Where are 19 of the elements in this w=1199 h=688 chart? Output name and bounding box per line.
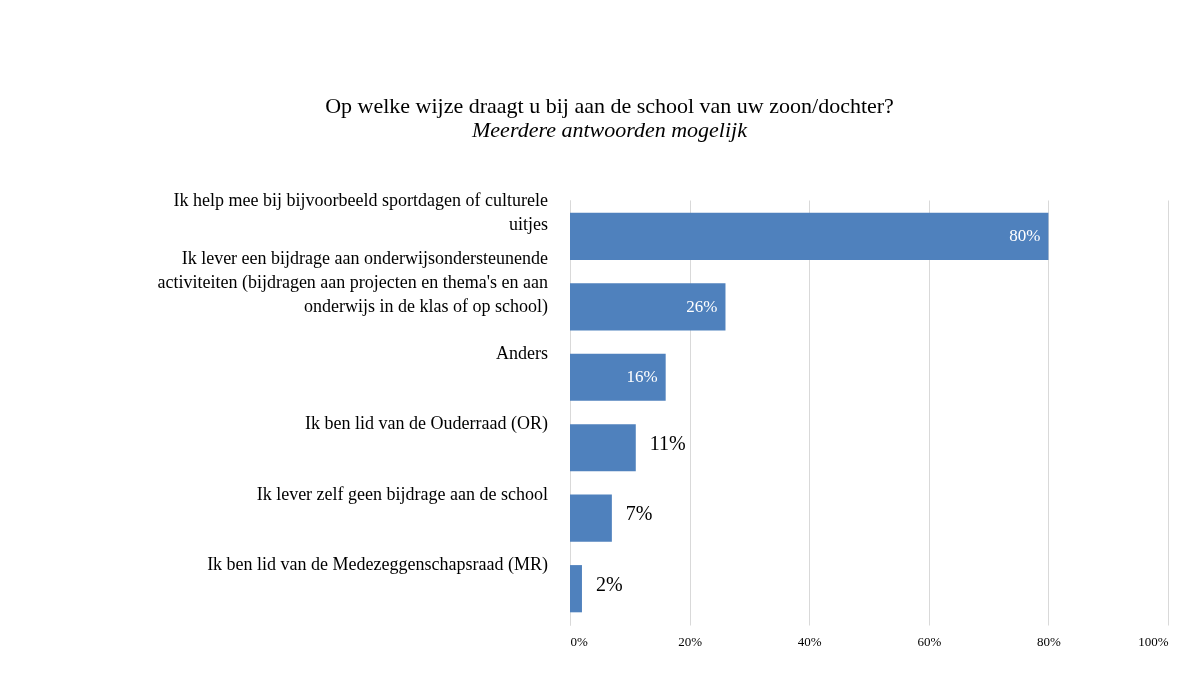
data-label: 7% — [625, 502, 653, 525]
data-label: 2% — [595, 572, 623, 595]
y-tick-label: Ik ben lid van de Ouderraad (OR) — [305, 413, 548, 435]
y-tick-label: Anders — [496, 342, 548, 363]
y-tick-label: Ik lever een bijdrage aan onderwijsondersteunende activiteiten (bijdragen aan projecten en thema's en aan onderwijs in de klas of op school) — [157, 248, 548, 318]
y-tick-label: Ik ben lid van de Medezeggenschapsraad (MR) — [207, 554, 549, 576]
x-tick-label: 0% — [570, 633, 588, 649]
x-tick-label: 40% — [797, 633, 822, 649]
x-tick-label: 80% — [1036, 633, 1061, 649]
y-tick-label: Ik lever zelf geen bijdrage aan de school — [256, 483, 548, 504]
data-label: 11% — [649, 431, 686, 454]
x-tick-label: 60% — [917, 633, 942, 649]
chart-title: Op welke wijze draagt u bij aan de school van uw zoon/dochter? — [325, 92, 894, 118]
y-tick-label: Ik help mee bij bijvoorbeeld sportdagen of culturele uitjes — [173, 189, 548, 234]
data-label: 16% — [626, 367, 658, 387]
x-tick-label: 100% — [1138, 633, 1169, 649]
data-label: 26% — [686, 296, 718, 316]
data-label: 80% — [1009, 226, 1041, 246]
x-tick-label: 20% — [678, 633, 703, 649]
